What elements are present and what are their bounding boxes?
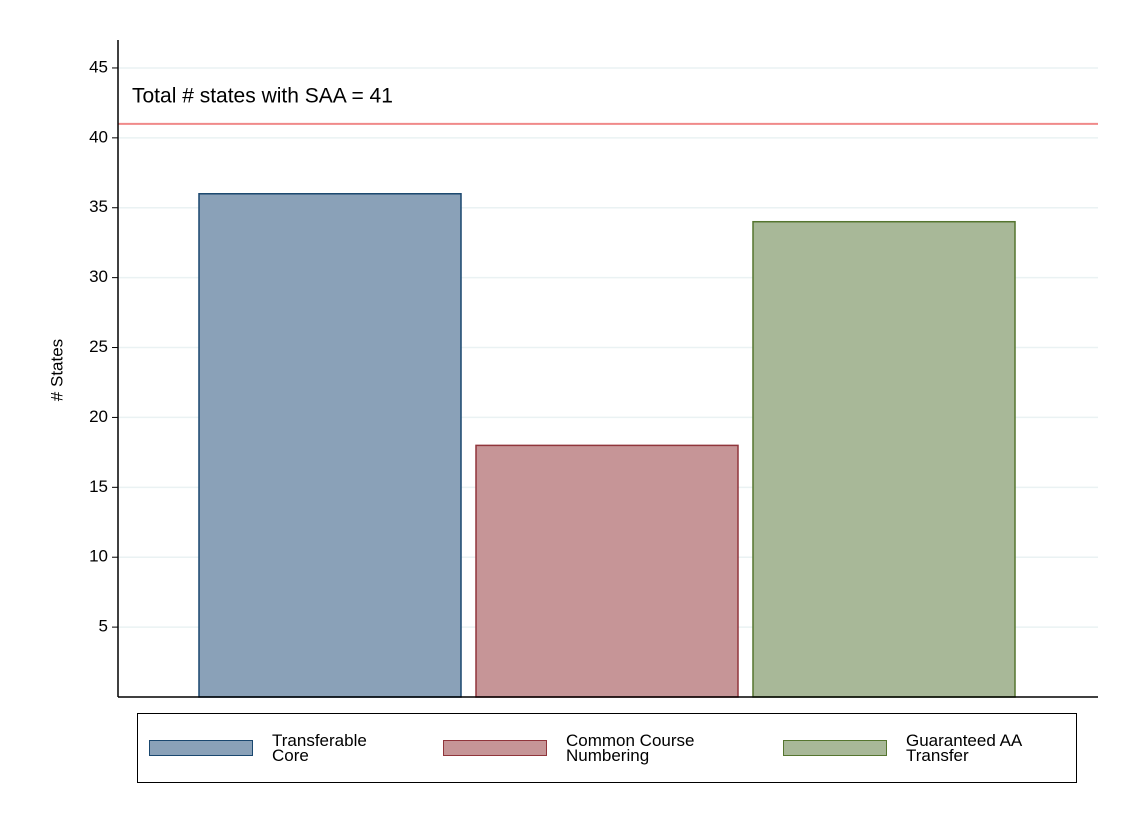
bar: [475, 444, 739, 698]
y-tick-label: 35: [89, 197, 108, 216]
y-tick-label: 5: [99, 617, 108, 636]
legend-swatch: [443, 740, 547, 756]
y-axis-title: # States: [47, 339, 66, 401]
bar: [198, 193, 462, 698]
legend-entry: Transferable Core: [149, 714, 367, 782]
legend-entry: Common Course Numbering: [443, 714, 695, 782]
legend-label: Transferable Core: [272, 731, 367, 765]
reference-label: Total # states with SAA = 41: [132, 85, 393, 108]
legend-label: Common Course Numbering: [566, 731, 695, 765]
y-tick-label: 45: [89, 57, 108, 76]
y-tick-label: 15: [89, 477, 108, 496]
legend-swatch: [149, 740, 253, 756]
legend: Transferable Core Common Course Numbering…: [137, 713, 1077, 783]
y-tick-label: 20: [89, 407, 108, 426]
bar: [752, 220, 1016, 698]
y-tick-label: 30: [89, 267, 108, 286]
legend-swatch: [783, 740, 887, 756]
y-tick-label: 10: [89, 547, 108, 566]
y-tick-label: 25: [89, 337, 108, 356]
y-tick-label: 40: [89, 127, 108, 146]
legend-label: Guaranteed AA Transfer: [906, 731, 1023, 765]
legend-entry: Guaranteed AA Transfer: [783, 714, 1022, 782]
